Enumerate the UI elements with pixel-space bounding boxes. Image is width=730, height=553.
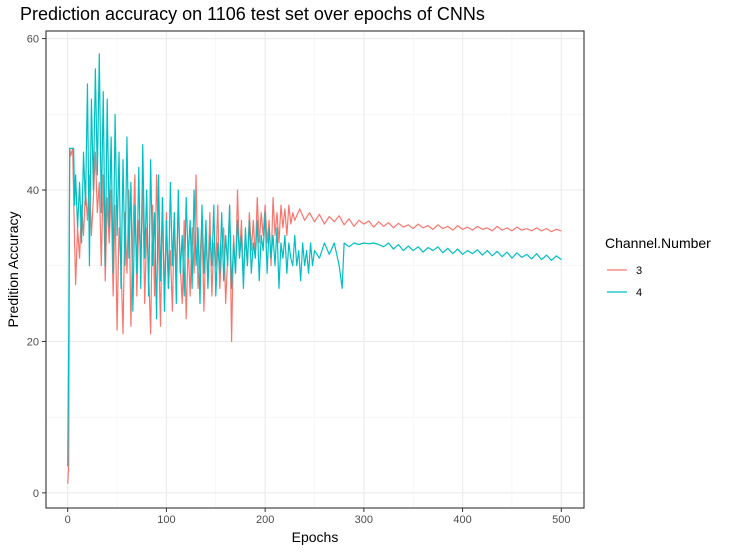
- x-tick-label: 400: [453, 514, 471, 526]
- y-axis-title: Predition Accuracy: [5, 212, 21, 328]
- y-tick-label: 20: [27, 336, 39, 348]
- y-tick-label: 60: [27, 34, 39, 46]
- x-tick-label: 100: [157, 514, 175, 526]
- x-tick-label: 200: [256, 514, 274, 526]
- plot-panel: [46, 31, 584, 508]
- x-tick-label: 0: [65, 514, 71, 526]
- legend-title: Channel.Number: [605, 235, 711, 251]
- x-axis-title: Epochs: [292, 529, 339, 545]
- x-tick-label: 300: [355, 514, 373, 526]
- y-tick-label: 40: [27, 185, 39, 197]
- y-tick-label: 0: [33, 488, 39, 500]
- axes: 0 100 200 300 400 500 0 20 40 60: [27, 34, 571, 526]
- panel-border: [45, 30, 585, 509]
- legend-label-4: 4: [636, 287, 642, 299]
- x-tick-label: 500: [552, 514, 570, 526]
- panel-background: [46, 31, 584, 508]
- series-layer: [67, 53, 562, 484]
- chart-title: Prediction accuracy on 1106 test set ove…: [20, 4, 485, 24]
- legend: Channel.Number 3 4: [605, 235, 711, 299]
- series-line-4: [67, 53, 562, 467]
- legend-label-3: 3: [636, 265, 642, 277]
